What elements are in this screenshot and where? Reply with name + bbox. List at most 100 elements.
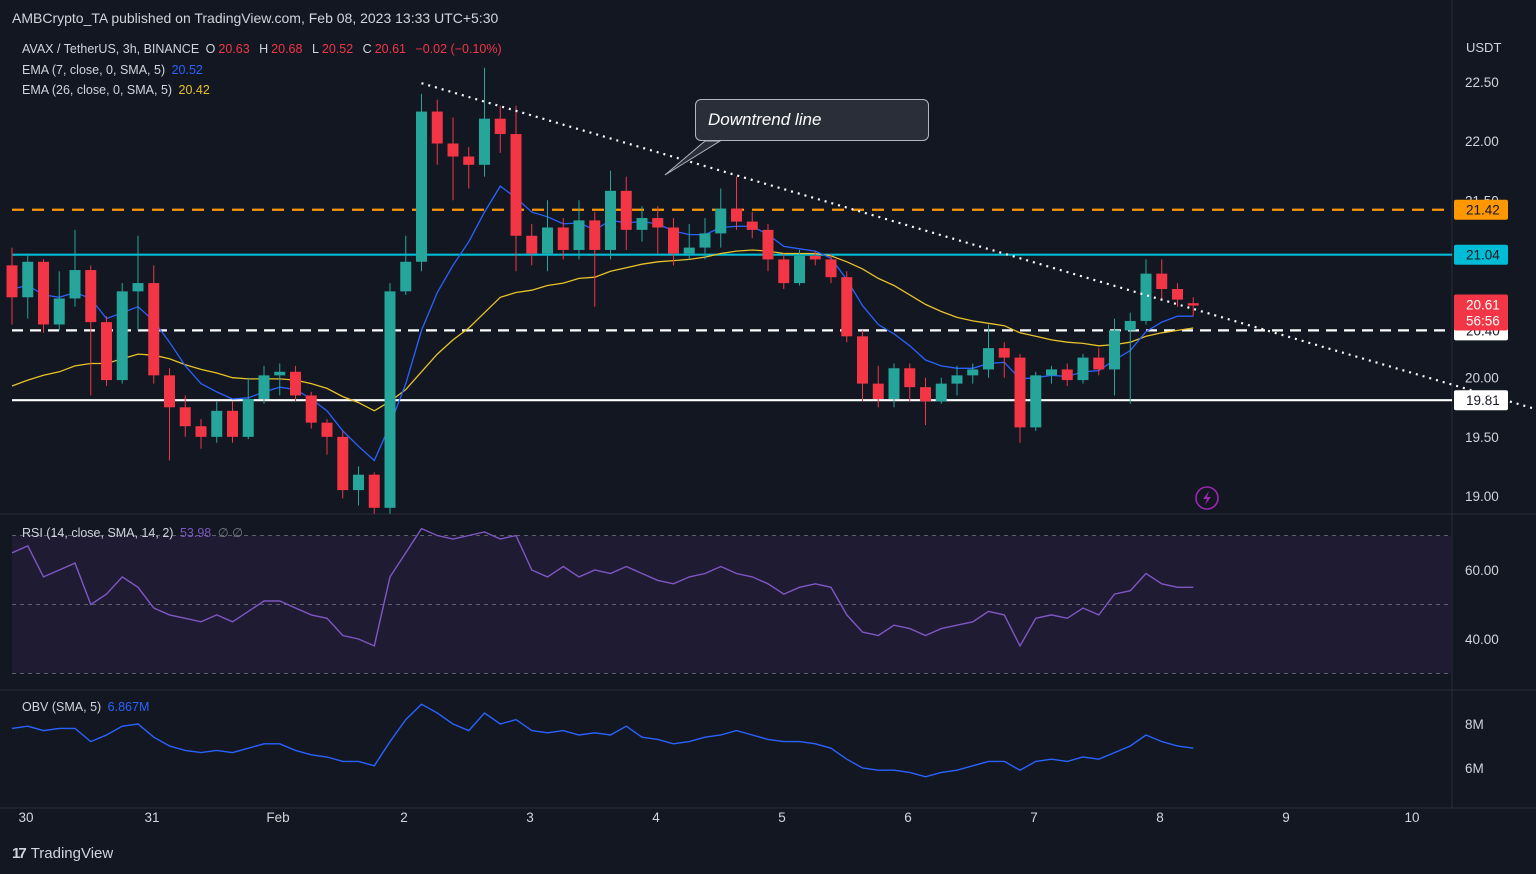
ema26-line [11, 249, 1194, 412]
candle-body [557, 227, 569, 250]
candle-body [652, 218, 664, 228]
candle-body [431, 111, 443, 144]
candle-body [400, 261, 412, 292]
candle-body [699, 233, 711, 248]
ema7-label: EMA (7, close, 0, SMA, 5) [22, 63, 166, 77]
ema26-label: EMA (26, close, 0, SMA, 5) [22, 83, 173, 97]
countdown-label: 56:56 [1466, 314, 1500, 329]
candle-body [983, 348, 994, 370]
candle-body [1093, 357, 1105, 370]
obv-tick: 8M [1465, 717, 1484, 732]
alert-icon [1195, 486, 1219, 510]
candle-body [463, 156, 475, 165]
symbol-name[interactable]: AVAX / TetherUS, 3h, BINANCE [22, 42, 200, 56]
callout-pointer [664, 140, 722, 176]
close-label: C [362, 42, 372, 56]
candle-body [920, 387, 931, 402]
downtrend-callout[interactable]: Downtrend line [695, 99, 929, 141]
candle-body [1187, 303, 1199, 306]
candle-body [589, 220, 601, 250]
candle-body [416, 111, 427, 262]
change-value: −0.02 (−0.10%) [415, 42, 502, 56]
time-tick: 7 [1030, 810, 1038, 825]
price-tick: 20.00 [1465, 371, 1499, 386]
candle-body [888, 368, 900, 400]
candle-body [951, 375, 963, 384]
candle-body [164, 375, 175, 408]
candle-body [305, 395, 317, 423]
candle-body [762, 229, 774, 260]
candle-body [841, 277, 853, 337]
candle-body [321, 422, 333, 437]
candle-body [904, 368, 916, 388]
callout-text: Downtrend line [708, 110, 822, 129]
candle-body [1124, 320, 1136, 331]
price-tick: 19.00 [1465, 489, 1499, 504]
tradingview-brand[interactable]: 17 TradingView [12, 845, 113, 862]
level-tag [1454, 244, 1508, 265]
brand-name: TradingView [30, 845, 114, 862]
candle-body [479, 118, 490, 165]
candle-body [337, 436, 349, 491]
candle-body [242, 399, 254, 437]
time-tick: 31 [144, 810, 159, 825]
level-label: 21.04 [1466, 248, 1500, 263]
candle-body [227, 410, 238, 437]
candle-body [636, 218, 648, 230]
candle-body [935, 383, 947, 402]
candle-body [715, 208, 727, 234]
ema7-value: 20.52 [171, 63, 203, 77]
candle-body [825, 259, 837, 278]
level-label: 19.81 [1466, 393, 1500, 408]
rsi-tick: 60.00 [1465, 563, 1499, 578]
candle-body [101, 322, 112, 381]
obv-legend[interactable]: OBV (SMA, 5) 6.867M [22, 700, 152, 714]
rsi-tick: 40.00 [1465, 632, 1499, 647]
candle-body [6, 265, 18, 298]
candle-body [258, 375, 270, 400]
ema7-line [11, 185, 1194, 462]
candle-body [148, 283, 160, 376]
candle-body [526, 235, 538, 254]
candle-body [794, 255, 805, 284]
ema26-legend[interactable]: EMA (26, close, 0, SMA, 5) 20.42 [22, 83, 213, 97]
open-label: O [205, 42, 216, 56]
candle-body [353, 474, 364, 491]
time-tick: 4 [652, 810, 660, 825]
last-price-tag [1454, 294, 1508, 331]
ema7-legend[interactable]: EMA (7, close, 0, SMA, 5) 20.52 [22, 63, 206, 77]
rsi-line [11, 527, 1194, 648]
time-tick: 9 [1282, 810, 1290, 825]
candle-body [573, 220, 585, 250]
candle-body [746, 221, 758, 230]
price-tick: 22.50 [1465, 75, 1499, 90]
high-label: H [259, 42, 269, 56]
price-tick: 22.00 [1465, 134, 1499, 149]
time-tick: Feb [266, 810, 289, 825]
candle-body [1014, 357, 1026, 428]
candle-body [494, 118, 506, 135]
candle-body [809, 255, 821, 260]
candle-body [778, 259, 790, 284]
candle-body [53, 298, 65, 325]
low-value: 20.52 [321, 42, 354, 56]
candle-body [447, 143, 459, 157]
candle-body [1061, 369, 1073, 381]
candle-body [290, 371, 301, 396]
rsi-legend[interactable]: RSI (14, close, SMA, 14, 2) 53.98 ∅ ∅ [22, 525, 246, 540]
published-header: AMBCrypto_TA published on TradingView.co… [12, 10, 499, 26]
obv-line [11, 703, 1194, 778]
candle-body [384, 291, 396, 508]
candle-body [368, 474, 380, 508]
candle-body [116, 291, 128, 381]
candle-body [1030, 375, 1042, 428]
time-tick: 30 [18, 810, 33, 825]
candle-body [1077, 357, 1089, 381]
candle-body [620, 190, 632, 230]
time-tick: 3 [526, 810, 534, 825]
price-tick: 19.50 [1465, 430, 1499, 445]
time-tick: 8 [1156, 810, 1164, 825]
rsi-extra: ∅ ∅ [217, 526, 243, 540]
rsi-value: 53.98 [179, 526, 212, 540]
